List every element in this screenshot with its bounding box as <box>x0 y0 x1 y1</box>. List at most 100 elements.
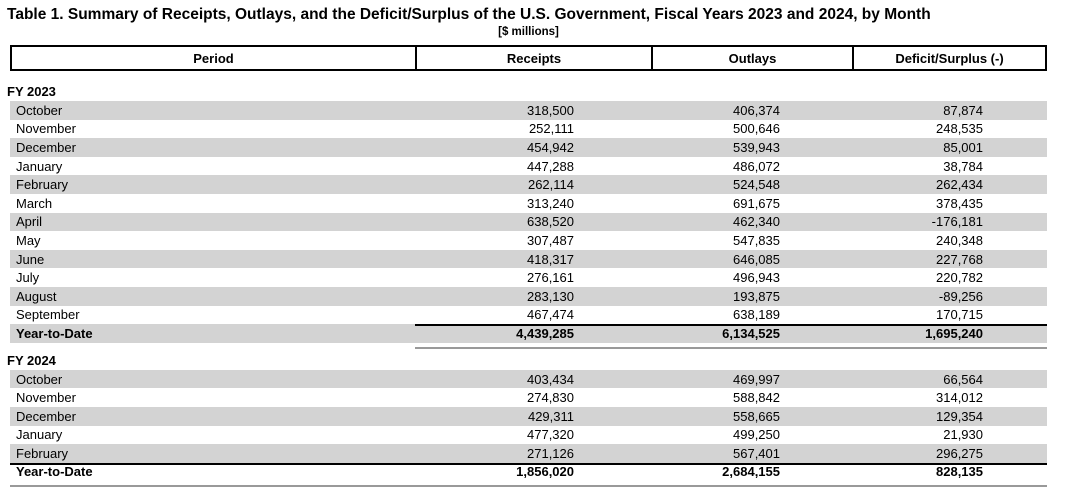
receipts-cell: 1,856,020 <box>516 464 574 480</box>
outlays-cell: 462,340 <box>733 214 780 230</box>
receipts-cell: 638,520 <box>527 214 574 230</box>
table-row: September 467,474 638,189 170,715 <box>10 306 1047 325</box>
outlays-cell: 567,401 <box>733 445 780 461</box>
table-row: March 313,240 691,675 378,435 <box>10 194 1047 213</box>
deficit-surplus-cell: 314,012 <box>936 390 983 406</box>
column-header-outlays: Outlays <box>651 47 852 69</box>
period-cell: July <box>16 270 40 286</box>
period-cell: January <box>16 427 63 443</box>
deficit-surplus-cell: 66,564 <box>943 371 983 387</box>
receipts-cell: 271,126 <box>527 445 574 461</box>
deficit-surplus-cell: 129,354 <box>936 408 983 424</box>
deficit-surplus-cell: 170,715 <box>936 307 983 323</box>
table-row: April 638,520 462,340 -176,181 <box>10 212 1047 232</box>
fiscal-year-label: FY 2024 <box>7 352 56 368</box>
period-cell: April <box>16 214 43 230</box>
outlays-cell: 524,548 <box>733 177 780 193</box>
receipts-cell: 313,240 <box>527 195 574 211</box>
deficit-surplus-cell: 227,768 <box>936 251 983 267</box>
period-cell: May <box>16 232 41 248</box>
table-row: August 283,130 193,875 -89,256 <box>10 286 1047 306</box>
outlays-cell: 406,374 <box>733 102 780 118</box>
period-cell: February <box>16 177 69 193</box>
fiscal-year-label: FY 2023 <box>7 84 56 99</box>
outlays-cell: 2,684,155 <box>722 464 780 480</box>
outlays-cell: 499,250 <box>733 427 780 443</box>
period-cell: October <box>16 102 63 118</box>
period-cell: December <box>16 139 76 155</box>
table-row: January 447,288 486,072 38,784 <box>10 157 1047 176</box>
total-rule-bottom <box>415 346 1047 349</box>
period-cell: August <box>16 288 57 304</box>
outlays-cell: 558,665 <box>733 408 780 424</box>
outlays-cell: 500,646 <box>733 121 780 137</box>
outlays-cell: 638,189 <box>733 307 780 323</box>
receipts-cell: 447,288 <box>527 158 574 174</box>
deficit-surplus-cell: 220,782 <box>936 270 983 286</box>
table-row: October 318,500 406,374 87,874 <box>10 101 1047 120</box>
deficit-surplus-cell: 38,784 <box>943 158 983 174</box>
deficit-surplus-cell: 21,930 <box>943 427 983 443</box>
deficit-surplus-cell: 248,535 <box>936 121 983 137</box>
period-cell: Year-to-Date <box>16 464 93 480</box>
receipts-cell: 252,111 <box>528 121 574 137</box>
deficit-surplus-cell: 828,135 <box>936 464 983 480</box>
receipts-cell: 318,500 <box>527 102 574 118</box>
period-cell: October <box>16 371 63 387</box>
outlays-cell: 6,134,525 <box>722 325 780 341</box>
deficit-surplus-cell: 240,348 <box>936 232 983 248</box>
deficit-surplus-cell: -89,256 <box>938 288 983 304</box>
outlays-cell: 547,835 <box>733 232 780 248</box>
receipts-cell: 307,487 <box>527 232 574 248</box>
receipts-cell: 454,942 <box>527 139 574 155</box>
table-row: October 403,434 469,997 66,564 <box>10 369 1047 389</box>
table-title: Table 1. Summary of Receipts, Outlays, a… <box>7 6 931 23</box>
table-row: June 418,317 646,085 227,768 <box>10 249 1047 269</box>
table-header-row: Period Receipts Outlays Deficit/Surplus … <box>10 45 1047 71</box>
period-cell: December <box>16 408 76 424</box>
period-cell: Year-to-Date <box>16 325 93 341</box>
deficit-surplus-cell: 1,695,240 <box>925 325 983 341</box>
deficit-surplus-cell: 87,874 <box>943 102 983 118</box>
receipts-cell: 477,320 <box>527 427 574 443</box>
receipts-cell: 283,130 <box>527 288 574 304</box>
table-row: December 454,942 539,943 85,001 <box>10 138 1047 157</box>
deficit-surplus-cell: 378,435 <box>936 195 983 211</box>
period-cell: January <box>16 158 63 174</box>
outlays-cell: 486,072 <box>733 158 780 174</box>
receipts-cell: 418,317 <box>527 251 574 267</box>
receipts-cell: 4,439,285 <box>516 325 574 341</box>
table-row: February 271,126 567,401 296,275 <box>10 444 1047 463</box>
deficit-surplus-cell: 262,434 <box>936 177 983 193</box>
table-row: November 274,830 588,842 314,012 <box>10 388 1047 407</box>
period-cell: March <box>16 195 53 211</box>
total-rule-bottom <box>10 485 1047 488</box>
receipts-cell: 467,474 <box>527 307 574 323</box>
column-header-receipts: Receipts <box>415 47 651 69</box>
table-subtitle: [$ millions] <box>498 26 559 38</box>
year-to-date-row: Year-to-Date 1,856,020 2,684,155 828,135 <box>10 463 1047 482</box>
column-header-deficit-surplus: Deficit/Surplus (-) <box>852 47 1045 69</box>
outlays-cell: 193,875 <box>733 288 780 304</box>
table-row: December 429,311 558,665 129,354 <box>10 406 1047 426</box>
outlays-cell: 539,943 <box>733 139 780 155</box>
total-rule-top <box>10 462 1047 465</box>
deficit-surplus-cell: 85,001 <box>943 139 983 155</box>
period-cell: September <box>16 307 80 323</box>
outlays-cell: 691,675 <box>733 195 780 211</box>
table-row: May 307,487 547,835 240,348 <box>10 231 1047 250</box>
outlays-cell: 496,943 <box>733 270 780 286</box>
table-row: January 477,320 499,250 21,930 <box>10 426 1047 445</box>
table-row: February 262,114 524,548 262,434 <box>10 175 1047 194</box>
receipts-cell: 276,161 <box>527 270 574 286</box>
receipts-cell: 429,311 <box>527 408 574 424</box>
period-cell: February <box>16 445 69 461</box>
table-body: FY 2023 October 318,500 406,374 87,874 Novemb… <box>0 82 1072 488</box>
deficit-surplus-cell: 296,275 <box>936 445 983 461</box>
receipts-cell: 403,434 <box>527 371 574 387</box>
year-to-date-row: Year-to-Date 4,439,285 6,134,525 1,695,240 <box>10 324 1047 343</box>
deficit-surplus-cell: -176,181 <box>931 214 983 230</box>
period-cell: November <box>16 121 76 137</box>
receipts-cell: 262,114 <box>527 177 574 193</box>
table-row: November 252,111 500,646 248,535 <box>10 120 1047 139</box>
